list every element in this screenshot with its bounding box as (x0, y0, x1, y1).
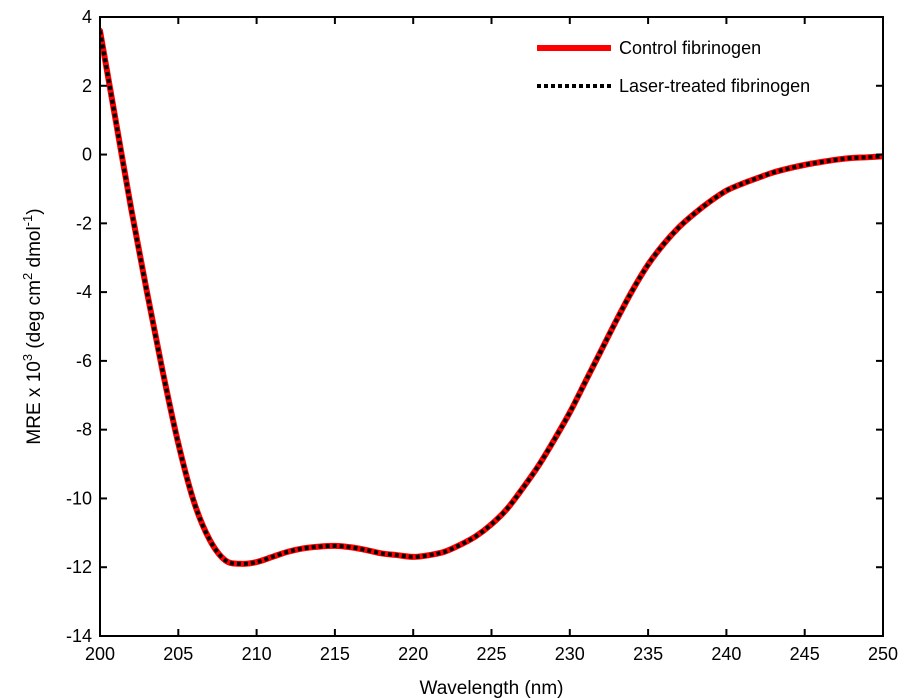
x-tick-label: 220 (398, 644, 428, 664)
y-tick-label: -6 (76, 351, 92, 371)
series-layer (100, 27, 883, 567)
x-tick-label: 245 (790, 644, 820, 664)
series-line-control (100, 27, 883, 567)
x-axis-label: Wavelength (nm) (420, 678, 564, 698)
y-tick-label: 2 (82, 76, 92, 96)
x-axis: 200 205 210 215 220 225 230 235 240 245 250 (85, 17, 898, 664)
legend-label-laser: Laser-treated fibrinogen (619, 76, 810, 96)
y-tick-label: -8 (76, 420, 92, 440)
legend: Control fibrinogen Laser-treated fibrino… (537, 38, 810, 96)
x-tick-label: 200 (85, 644, 115, 664)
y-tick-label: -14 (66, 626, 92, 646)
y-tick-label: 0 (82, 145, 92, 165)
legend-label-control: Control fibrinogen (619, 38, 761, 58)
y-tick-label: -2 (76, 213, 92, 233)
x-tick-label: 250 (868, 644, 898, 664)
x-tick-label: 240 (711, 644, 741, 664)
x-tick-label: 205 (163, 644, 193, 664)
plot-frame (99, 16, 884, 637)
x-tick-label: 235 (633, 644, 663, 664)
y-axis-label: MRE x 103 (deg cm2 dmol-1) (20, 208, 45, 444)
series-line-laser (100, 30, 883, 566)
y-tick-label: -10 (66, 488, 92, 508)
y-tick-label: -12 (66, 557, 92, 577)
x-tick-label: 230 (555, 644, 585, 664)
x-tick-label: 215 (320, 644, 350, 664)
y-axis: -14 -12 -10 -8 -6 -4 -2 0 2 4 (66, 7, 883, 646)
x-tick-label: 225 (476, 644, 506, 664)
y-tick-label: -4 (76, 282, 92, 302)
y-tick-label: 4 (82, 7, 92, 27)
x-tick-label: 210 (242, 644, 272, 664)
